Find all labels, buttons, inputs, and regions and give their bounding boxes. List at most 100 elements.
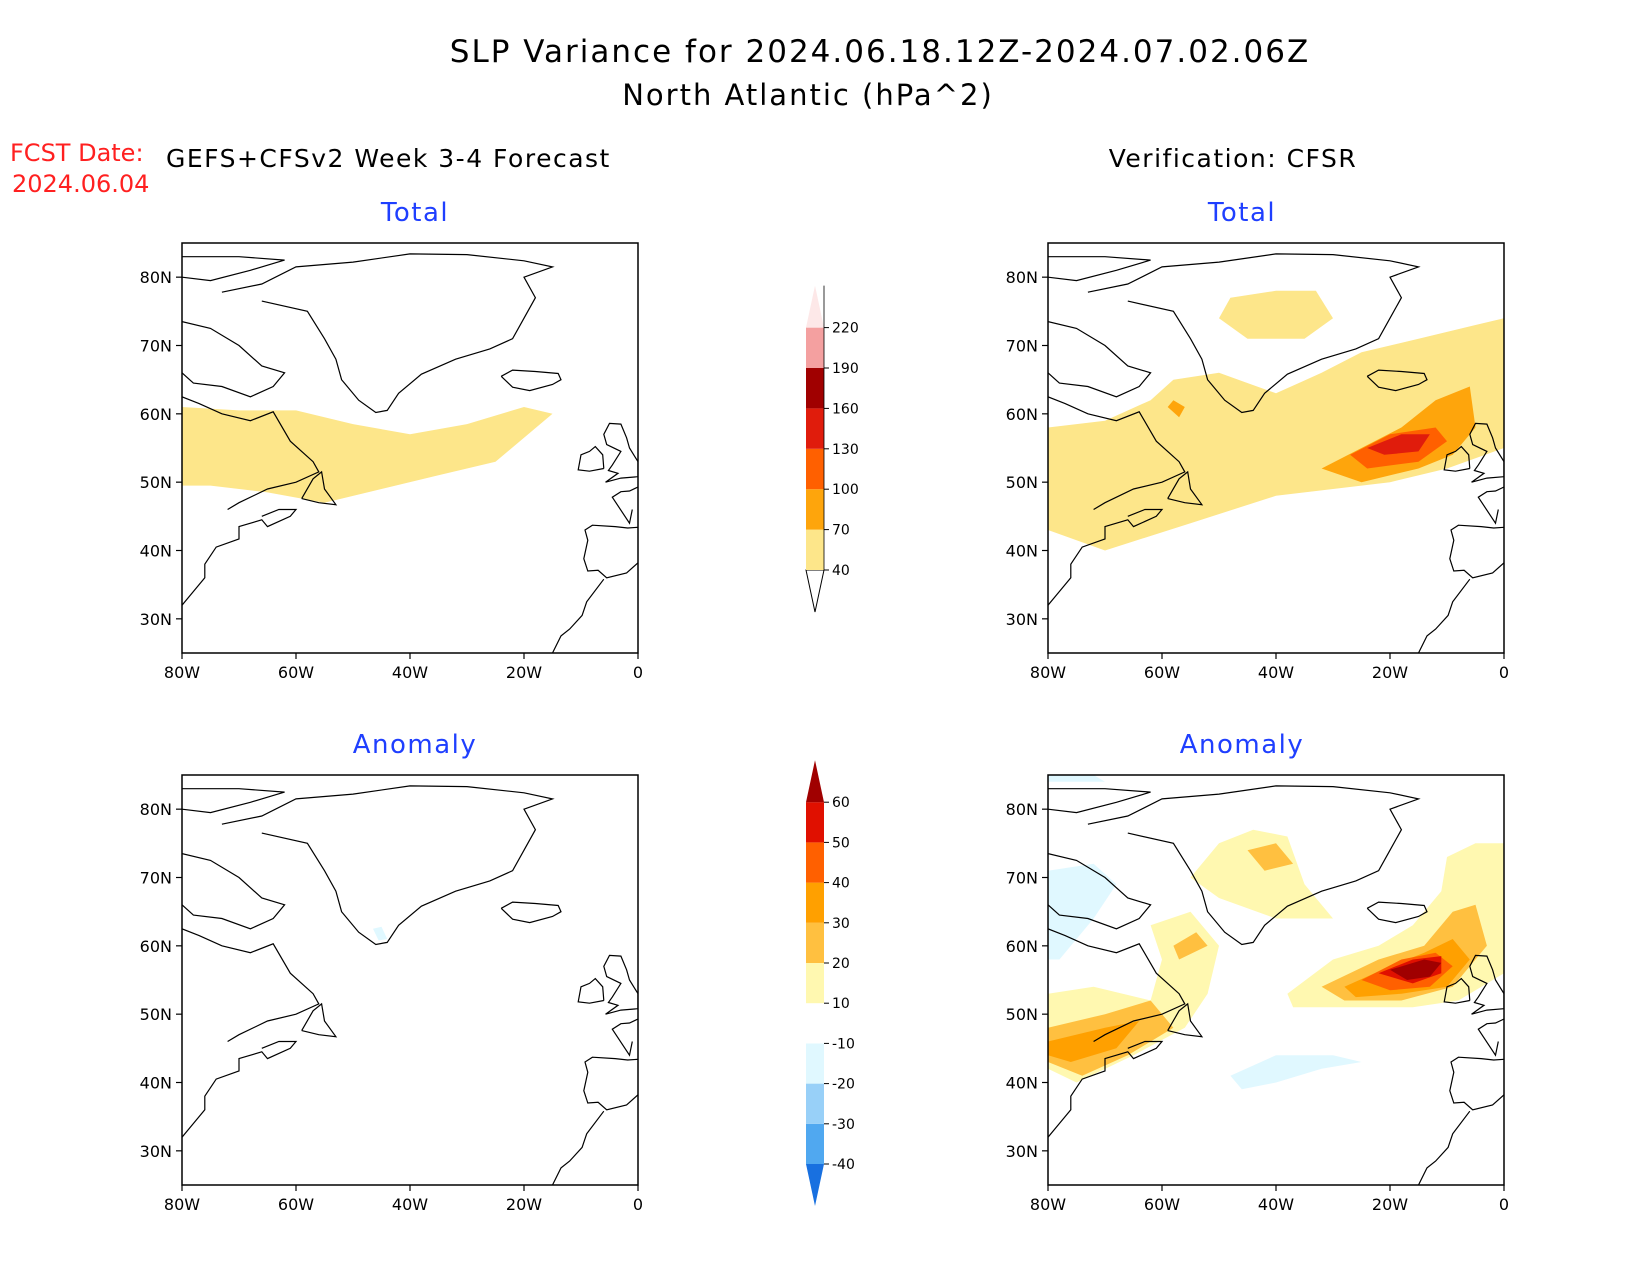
x-tick-label: 40W [392,1195,428,1214]
coastline [583,524,638,579]
coastline [1167,1002,1204,1038]
coastline [1048,853,1152,930]
coastline [500,901,562,924]
coastline [182,788,285,814]
coastline [577,977,605,1004]
y-tick-label: 70N [140,337,172,356]
y-tick-label: 80N [140,800,172,819]
colorbar-label: 40 [832,876,850,892]
coastline [1366,369,1428,392]
coastline [182,853,286,930]
coastline [1469,422,1504,483]
shaded-contour-10 [1190,829,1333,919]
colorbar-label: 50 [832,835,850,851]
coastline [182,1040,298,1138]
coastline [551,578,605,653]
shaded-contour-40 [1048,318,1504,551]
coastline [1469,954,1504,1015]
map-panel-4: Anomaly 30N 40N 50N 60N 70N 80N 80W 60W 40W 20W 0 [1006,730,1509,1214]
map-panel-1: Total 30N 40N 50N 60N 70N 80N 80W 60W 40W 20W 0 [140,198,643,682]
x-tick-label: 0 [1499,1195,1509,1214]
shaded-contour-neg10 [373,926,388,941]
coastline [603,422,638,483]
coastline [1048,321,1152,398]
colorbar-swatch [806,489,824,530]
panel-subtitle: Total [1207,198,1276,228]
y-tick-label: 80N [1006,800,1038,819]
colorbar-label: 60 [832,795,850,811]
coastline [1048,508,1164,606]
panel-subtitle: Anomaly [353,730,478,760]
y-tick-label: 70N [1006,869,1038,888]
coastline [182,508,298,606]
y-tick-label: 50N [140,473,172,492]
coastline [1449,1056,1504,1111]
colorbar-swatch [806,529,824,570]
colorbar-label: 20 [832,956,850,972]
x-tick-label: 60W [1144,1195,1180,1214]
panel-subtitle: Total [380,198,449,228]
y-tick-label: 30N [1006,1142,1038,1161]
coastline [1417,578,1471,653]
y-tick-label: 50N [1006,1005,1038,1024]
colorbar-label: -20 [832,1077,855,1093]
x-tick-label: 0 [1499,663,1509,682]
y-tick-label: 50N [140,1005,172,1024]
coastline [1048,396,1186,511]
y-tick-label: 40N [140,542,172,561]
coastline [221,253,555,414]
colorbar-swatch [806,408,824,449]
colorbar-tail [805,569,825,613]
fcst-date-label: FCST Date: [10,139,144,167]
panel-subtitle: Anomaly [1180,730,1305,760]
y-tick-label: 40N [1006,1074,1038,1093]
fcst-date-value: 2024.06.04 [12,170,149,198]
shaded-contour-130 [1367,434,1430,455]
colorbar-label: 130 [832,442,859,458]
x-tick-label: 40W [1258,1195,1294,1214]
shaded-contour-20 [1247,843,1294,871]
coastline [182,396,320,511]
coastline [1366,901,1428,924]
y-tick-label: 40N [140,1074,172,1093]
colorbar-swatch [806,842,824,883]
colorbar-label: 40 [832,563,850,579]
x-tick-label: 80W [164,1195,200,1214]
colorbar-label: 10 [832,996,850,1012]
colorbar-total: 40 70 100 130 160 190 220 [805,285,859,613]
shaded-contour-60 [1390,959,1442,980]
x-tick-label: 80W [1030,1195,1066,1214]
map-panel-2: Total 30N 40N 50N 60N 70N 80N 80W 60W 40W 20W 0 [1006,198,1509,682]
y-tick-label: 70N [1006,337,1038,356]
coastline [1087,253,1421,414]
colorbar-tail [806,285,824,328]
map-panel-3: Anomaly 30N 40N 50N 60N 70N 80N 80W 60W 40W 20W 0 [140,730,643,1214]
coastline [182,928,320,1043]
coastline [301,470,338,506]
x-tick-label: 60W [278,663,314,682]
y-tick-label: 30N [140,1142,172,1161]
title-line-2: North Atlantic (hPa^2) [622,78,994,112]
y-tick-label: 80N [140,268,172,287]
coastline [1167,470,1204,506]
y-tick-label: 50N [1006,473,1038,492]
coastline [551,1110,605,1185]
map-background [182,775,638,1185]
coastline [1443,445,1471,472]
shaded-contour-70 [1167,400,1185,418]
colorbar-swatch [806,1123,824,1164]
shaded-contour-neg10 [1230,1055,1362,1090]
coastline [1477,1018,1504,1057]
x-tick-label: 20W [506,1195,542,1214]
coastline [603,954,638,1015]
coastline [1048,1040,1164,1138]
right-column-heading: Verification: CFSR [1109,144,1357,173]
coastline [1048,256,1151,282]
coastline [577,445,605,472]
coastline [1048,788,1151,814]
colorbar-label: -40 [832,1157,855,1173]
y-tick-label: 60N [140,405,172,424]
colorbar-label: 190 [832,361,859,377]
x-tick-label: 60W [1144,663,1180,682]
